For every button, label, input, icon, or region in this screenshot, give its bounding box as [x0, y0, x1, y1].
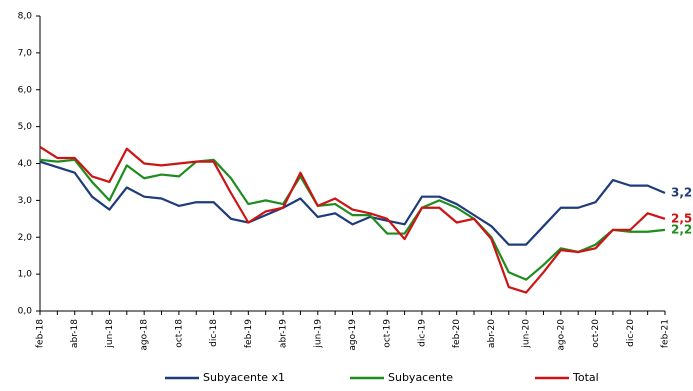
value-label: 2,5 [671, 211, 692, 225]
y-tick-label: 3,0 [18, 196, 33, 206]
x-tick-label: feb-20 [452, 319, 462, 348]
x-tick-label: jun-20 [522, 319, 532, 349]
series-line [39, 158, 666, 281]
series-line [39, 145, 666, 294]
y-tick-label: 8,0 [18, 12, 33, 22]
x-tick-label: ago-20 [556, 319, 566, 351]
x-tick-label: jun-18 [105, 319, 115, 349]
x-tick-label: oct-19 [383, 319, 393, 348]
series-line [39, 160, 666, 246]
x-tick-label: abr-18 [70, 319, 80, 348]
value-label: 2,2 [671, 222, 692, 236]
x-tick-label: abr-19 [279, 319, 289, 348]
x-tick-label: oct-20 [591, 319, 601, 348]
y-tick-label: 7,0 [18, 48, 33, 58]
x-tick-label: feb-21 [661, 319, 671, 348]
x-tick-label: ago-18 [140, 319, 150, 351]
legend-label: Total [572, 371, 599, 384]
x-tick-label: ago-19 [348, 319, 358, 351]
y-tick-label: 6,0 [18, 85, 33, 95]
value-label: 3,2 [671, 186, 692, 200]
y-tick-label: 4,0 [18, 159, 33, 169]
y-tick-label: 2,0 [18, 233, 33, 243]
x-tick-label: dic-20 [626, 319, 636, 347]
legend-label: Subyacente x1 [203, 371, 285, 384]
x-tick-label: dic-18 [209, 319, 219, 347]
x-tick-label: feb-18 [36, 319, 46, 348]
x-tick-label: jun-19 [313, 319, 323, 349]
y-tick-label: 1,0 [18, 270, 33, 280]
y-tick-label: 5,0 [18, 122, 33, 132]
x-tick-label: oct-18 [174, 319, 184, 348]
x-tick-label: abr-20 [487, 319, 497, 348]
legend-label: Subyacente [388, 371, 453, 384]
x-tick-label: dic-19 [417, 319, 427, 347]
x-tick-label: feb-19 [244, 319, 254, 348]
y-tick-label: 0,0 [18, 307, 33, 317]
